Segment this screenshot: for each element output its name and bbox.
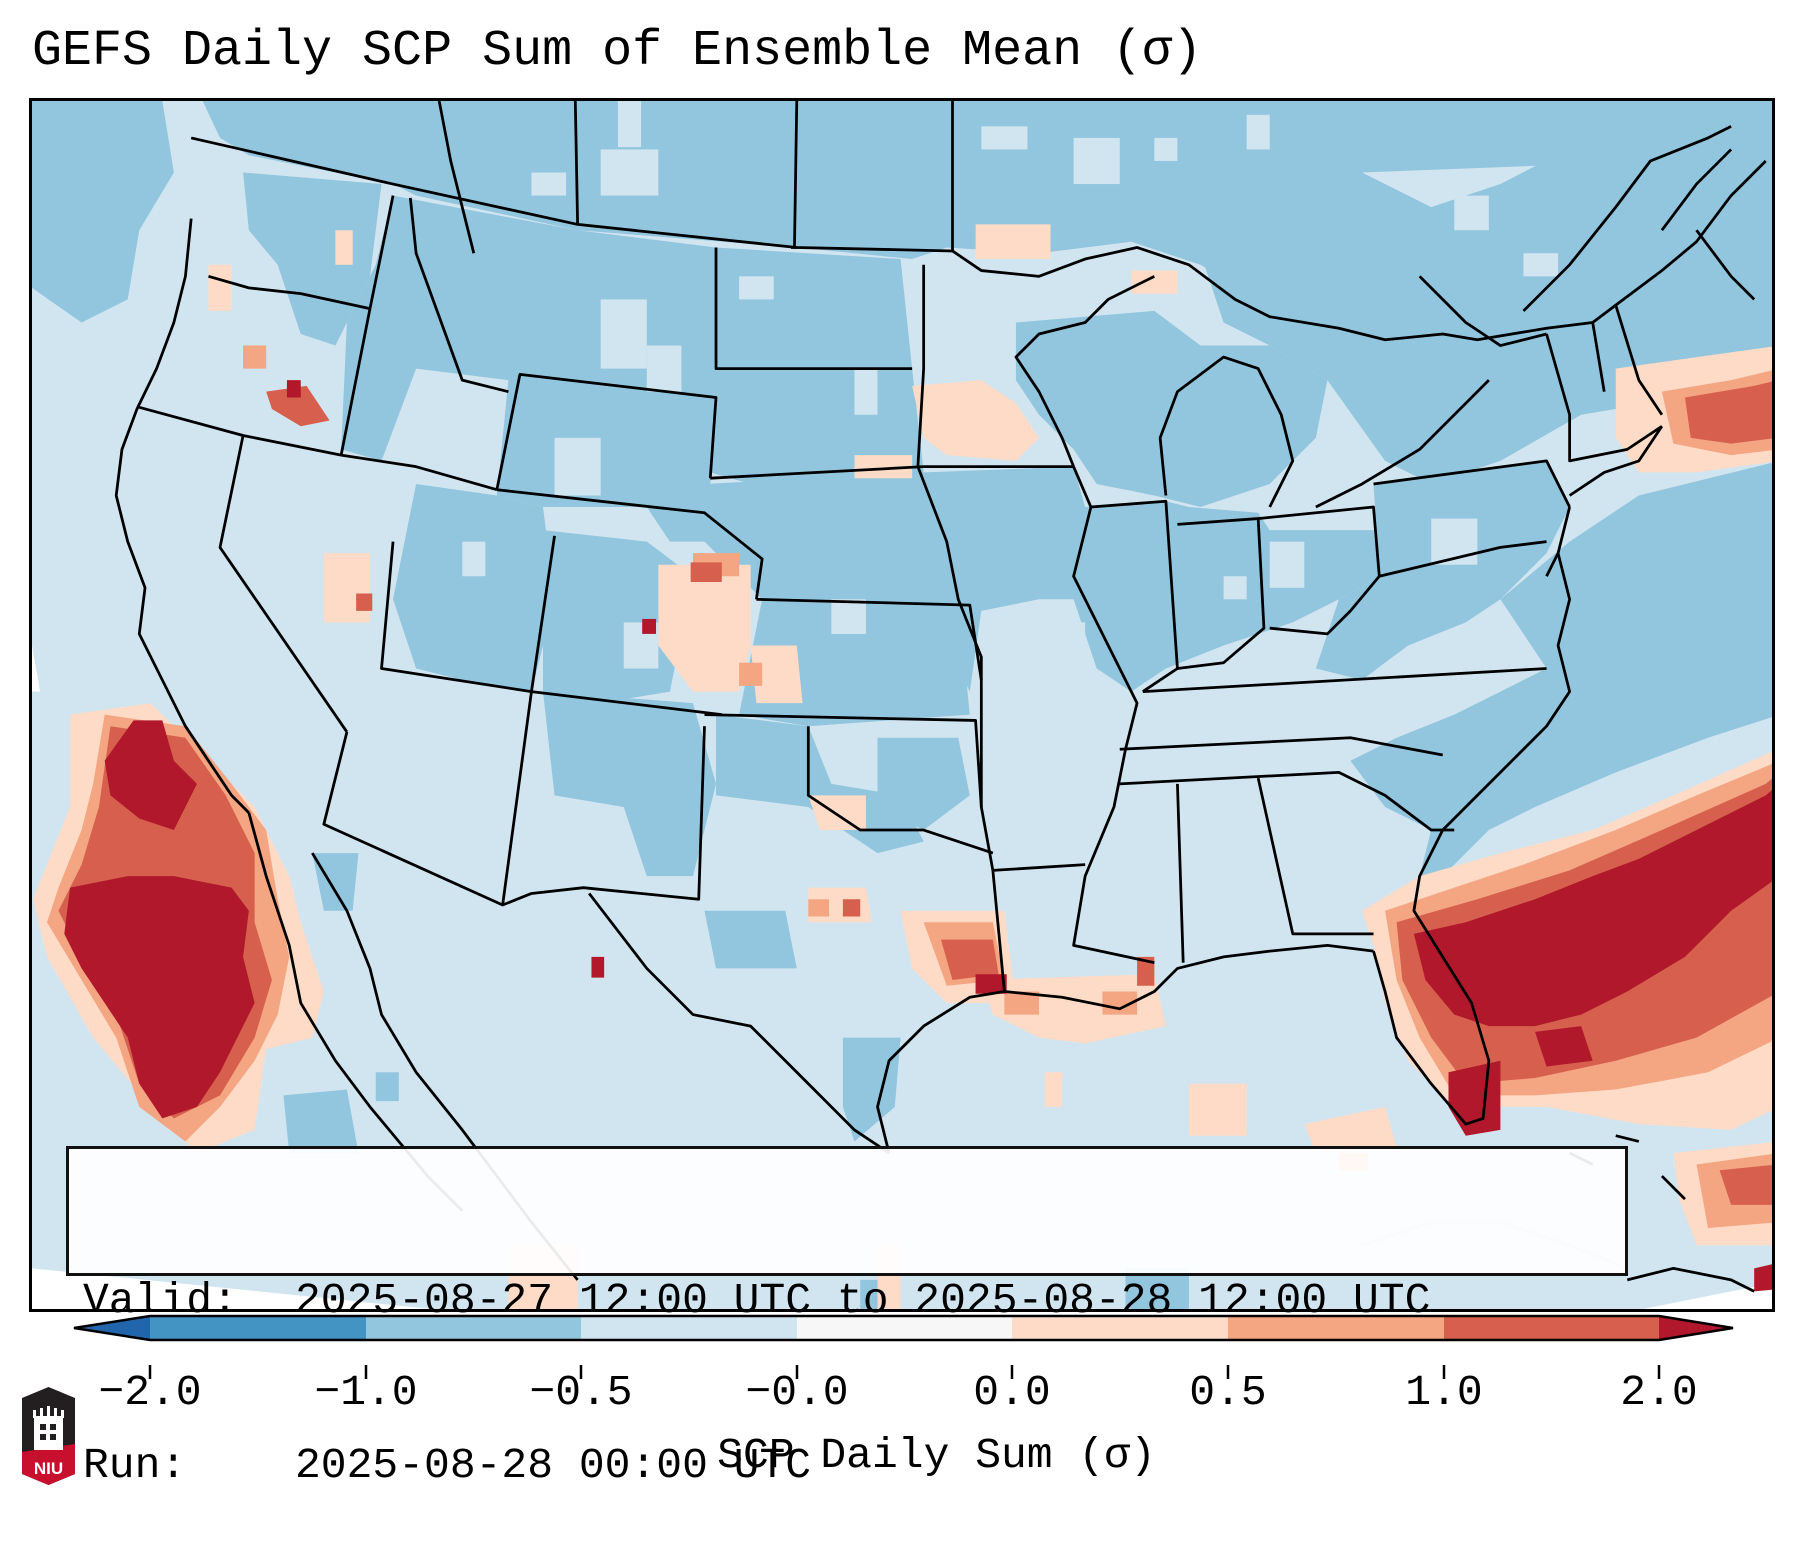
run-label: Run:	[83, 1441, 187, 1490]
colorbar-extend-under	[74, 1316, 150, 1340]
dark-red-regions	[64, 380, 1772, 1292]
us-canada-border	[190, 136, 1767, 342]
chart-title: GEFS Daily SCP Sum of Ensemble Mean (σ)	[32, 23, 1203, 80]
colorbar-bin-7	[1444, 1316, 1659, 1340]
colorbar	[73, 1314, 1734, 1342]
mb-midwest	[923, 466, 1380, 692]
tick-label: −1.0	[314, 1368, 418, 1417]
outside-projection-sw	[32, 1268, 432, 1309]
tick-label: −0.0	[745, 1368, 849, 1417]
light-blue-patches	[416, 101, 1559, 669]
run-value: 2025-08-28 00:00 UTC	[295, 1441, 812, 1490]
mb-northern-rockies	[341, 195, 728, 542]
tick-label: −0.5	[529, 1368, 633, 1417]
colorbar-bin-4	[797, 1316, 1012, 1340]
colorbar-outline	[73, 1314, 1734, 1342]
valid-run-info-box: Valid: 2025-08-27 12:00 UTC to 2025-08-28…	[66, 1146, 1628, 1490]
colorbar-bin-3	[581, 1316, 797, 1340]
state-borders	[114, 101, 1767, 1293]
tick-label: 2.0	[1620, 1368, 1698, 1417]
logo-text: NIU	[34, 1459, 63, 1478]
colorbar-ticks	[148, 1365, 1661, 1379]
colorbar-bin-1	[150, 1316, 366, 1340]
colorbar-bin-6	[1228, 1316, 1444, 1340]
scp-map	[32, 101, 1772, 1309]
map-panel	[29, 98, 1775, 1312]
mb-atlantic	[1350, 462, 1772, 877]
colorbar-label: SCP Daily Sum (σ)	[717, 1431, 1156, 1480]
colorbar-extend-over	[1659, 1316, 1733, 1340]
tick-label: −2.0	[98, 1368, 202, 1417]
colorbar-bin-2	[366, 1316, 581, 1340]
tick-label: 0.0	[973, 1368, 1051, 1417]
pacific-coastline	[114, 218, 250, 814]
medium-blue-regions	[32, 101, 1772, 1309]
niu-logo: NIU	[22, 1387, 75, 1485]
tick-label: 0.5	[1189, 1368, 1267, 1417]
colorbar-bin-5	[1012, 1316, 1228, 1340]
gulf-coastline	[876, 943, 1374, 1154]
tick-label: 1.0	[1405, 1368, 1483, 1417]
run-line: Run: 2025-08-28 00:00 UTC	[83, 1438, 1625, 1493]
